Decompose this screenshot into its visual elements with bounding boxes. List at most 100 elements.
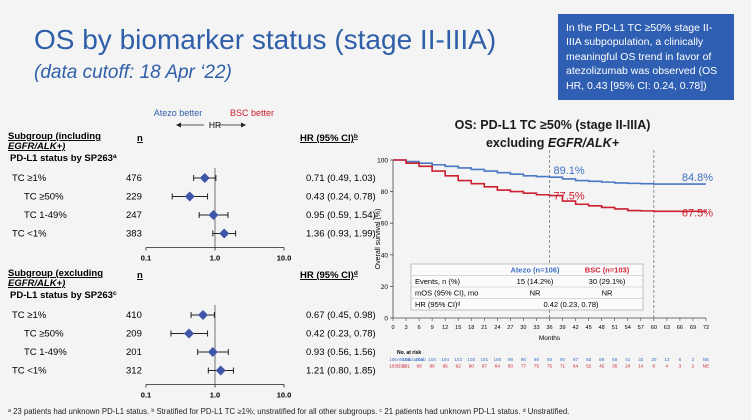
km-y-tick-label: 0 (384, 316, 388, 323)
forest-point (184, 328, 195, 339)
forest-row-label: TC 1-49% (24, 347, 67, 358)
forest-tick-label: 0.1 (141, 391, 151, 400)
risk-value: NE (703, 364, 709, 369)
km-x-tick-label: 39 (559, 325, 565, 331)
risk-value: 45 (599, 364, 605, 369)
km-table-cell: 15 (14.2%) (517, 277, 554, 286)
risk-value: 90 (469, 364, 475, 369)
risk-label: BSC (397, 364, 407, 370)
risk-value: 20 (651, 357, 657, 362)
km-x-tick-label: 45 (586, 325, 592, 331)
km-curve-atezo (393, 159, 706, 185)
slide-title: OS by biomarker status (stage II-IIIA) (34, 24, 497, 55)
forest-row-n: 383 (126, 229, 142, 240)
subgroup-header-2: EGFR/ALK+) (8, 141, 65, 152)
forest-tick-label: 10.0 (277, 391, 292, 400)
km-table-cell: Events, n (%) (415, 277, 461, 286)
risk-value: 104 (441, 357, 449, 362)
km-table-cell: NR (530, 289, 541, 298)
forest-point (199, 173, 210, 183)
risk-value: 103 (389, 364, 397, 369)
forest-row-hr: 0.43 (0.24, 0.78) (306, 192, 376, 203)
forest-point (219, 228, 230, 239)
forest-point (207, 347, 218, 357)
risk-value: 92 (456, 364, 462, 369)
hr-header: HR (95% CI)b (300, 133, 358, 145)
favors-atezo-label: Atezo better (154, 108, 203, 118)
km-y-tick-label: 20 (381, 284, 389, 291)
km-title-line1: OS: PD-L1 TC ≥50% (stage II-IIIA) (454, 118, 651, 132)
n-header: n (137, 133, 143, 144)
km-x-tick-label: 27 (507, 325, 513, 331)
forest-row-label: TC ≥1% (12, 173, 47, 184)
km-y-tick-label: 80 (381, 189, 389, 196)
risk-value: 103 (467, 357, 475, 362)
forest-row-hr: 0.42 (0.23, 0.78) (306, 329, 376, 340)
slide-subtitle: (data cutoff: 18 Apr ‘22) (34, 62, 232, 83)
risk-value: 75 (547, 364, 553, 369)
forest-plot-including: Atezo better BSC better HR Subgroup (includ… (8, 108, 376, 263)
forest-row-hr: 0.71 (0.49, 1.03) (306, 173, 376, 184)
km-y-tick-label: 100 (377, 158, 388, 165)
km-table-cell: NR (602, 289, 613, 298)
forest-row-hr: 1.36 (0.93, 1.99) (306, 229, 376, 240)
risk-value: 84 (495, 364, 501, 369)
callout-box: In the PD-L1 TC ≥50% stage II-IIIA subpo… (558, 14, 734, 100)
km-table-header: BSC (n=103) (585, 266, 630, 275)
risk-value: 101 (402, 364, 410, 369)
risk-value: 3 (679, 364, 682, 369)
forest-point (197, 310, 208, 320)
km-x-tick-label: 48 (599, 325, 605, 331)
km-title-line2: excluding EGFR/ALK+ (410, 135, 695, 153)
hr-header: HR (95% CI)d (300, 270, 358, 282)
forest-row-hr: 0.67 (0.45, 0.98) (306, 310, 376, 321)
risk-value: 52 (586, 364, 592, 369)
risk-value: 2 (692, 357, 695, 362)
km-x-tick-label: 12 (442, 325, 448, 331)
km-table-cell: HR (95% CI)ᵈ (415, 300, 461, 309)
section-sup: c (113, 290, 117, 297)
arrow-left-head (176, 122, 181, 128)
forest-row-label: TC ≥1% (12, 310, 47, 321)
forest-row-hr: 0.95 (0.59, 1.54) (306, 210, 376, 221)
risk-value: 64 (573, 364, 579, 369)
km-x-tick-label: 54 (625, 325, 631, 331)
risk-value: 101 (480, 357, 488, 362)
forest-row-hr: 1.21 (0.80, 1.85) (306, 366, 376, 377)
risk-value: 98 (417, 364, 423, 369)
risk-value: 87 (573, 357, 579, 362)
arrow-right-head (241, 122, 246, 128)
km-landmark-value: 67.5% (682, 207, 713, 219)
risk-value: 80 (508, 364, 514, 369)
risk-header: No. at risk (397, 350, 421, 356)
km-table-cell: 30 (29.1%) (589, 277, 626, 286)
risk-value: 75 (534, 364, 540, 369)
forest-point (208, 210, 219, 220)
risk-value: 35 (612, 364, 618, 369)
forest-row-label: TC ≥50% (24, 329, 64, 340)
risk-value: 83 (586, 357, 592, 362)
km-x-tick-label: 42 (572, 325, 578, 331)
km-x-tick-label: 66 (677, 325, 683, 331)
risk-value: 104 (402, 357, 410, 362)
km-x-tick-label: 3 (404, 325, 407, 331)
section-label: PD-L1 status by SP263a (10, 153, 117, 165)
km-x-label: Months (539, 335, 561, 342)
risk-value: 32 (638, 357, 644, 362)
risk-value: 4 (666, 364, 669, 369)
km-title-line2-text: excluding EGFR/ALK+ (485, 135, 619, 150)
risk-value: 103 (454, 357, 462, 362)
km-y-label: Overall survival (%) (375, 209, 382, 270)
risk-label: Atezolizumab (397, 357, 426, 363)
km-x-tick-label: 18 (468, 325, 474, 331)
km-x-tick-label: 36 (546, 325, 552, 331)
km-x-tick-label: 30 (520, 325, 526, 331)
forest-row-n: 229 (126, 192, 142, 203)
km-landmark-value: 89.1% (554, 165, 585, 177)
forest-row-n: 410 (126, 310, 142, 321)
forest-row-n: 201 (126, 347, 142, 358)
km-x-tick-label: 15 (455, 325, 461, 331)
risk-value: 13 (664, 357, 670, 362)
risk-value: 58 (612, 357, 618, 362)
